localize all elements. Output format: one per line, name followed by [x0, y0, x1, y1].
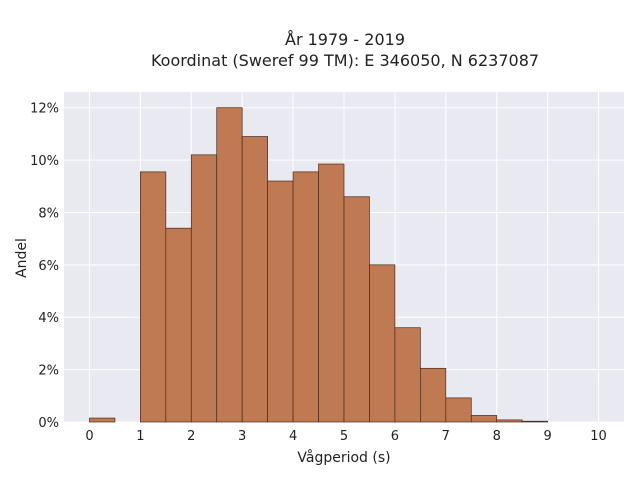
- y-tick-label: 8%: [38, 206, 59, 221]
- x-tick-label: 7: [442, 429, 450, 444]
- histogram-bar: [369, 264, 396, 423]
- x-tick-label: 0: [85, 429, 93, 444]
- y-tick-label: 10%: [30, 154, 59, 169]
- histogram-bar: [420, 367, 447, 423]
- y-axis-label: Andel: [14, 238, 30, 278]
- histogram-bar: [496, 419, 523, 423]
- y-tick-label: 6%: [38, 259, 59, 274]
- histogram-bar: [165, 227, 192, 423]
- chart-title-line2: Koordinat (Sweref 99 TM): E 346050, N 62…: [151, 51, 539, 70]
- x-tick-label: 8: [493, 429, 501, 444]
- x-tick-label: 1: [136, 429, 144, 444]
- x-tick-label: 2: [187, 429, 195, 444]
- bars: [89, 107, 548, 423]
- y-tick-label: 0%: [38, 416, 59, 431]
- y-tick-labels: 0% 2% 4% 6% 8% 10% 12%: [30, 102, 59, 431]
- histogram-bar: [394, 327, 421, 423]
- histogram-bar: [470, 415, 498, 423]
- histogram-bar: [216, 107, 243, 423]
- chart-title-line1: År 1979 - 2019: [285, 30, 405, 49]
- x-tick-label: 4: [289, 429, 297, 444]
- histogram-bar: [343, 196, 370, 423]
- x-tick-label: 9: [543, 429, 551, 444]
- y-tick-label: 2%: [38, 364, 59, 379]
- x-tick-label: 3: [238, 429, 246, 444]
- x-axis-label: Vågperiod (s): [297, 449, 390, 466]
- histogram-bar: [190, 154, 218, 423]
- histogram-bar: [292, 171, 319, 423]
- y-tick-label: 12%: [30, 102, 59, 117]
- histogram-bar: [318, 163, 345, 423]
- histogram-bar: [140, 171, 167, 423]
- x-tick-labels: 0 1 2 3 4 5 6 7 8 9 10: [85, 429, 607, 444]
- x-tick-label: 10: [590, 429, 607, 444]
- histogram-bar: [241, 136, 268, 423]
- histogram-bar: [267, 180, 294, 423]
- x-tick-label: 5: [340, 429, 348, 444]
- y-tick-label: 4%: [38, 311, 59, 326]
- histogram-bar: [89, 417, 116, 423]
- x-tick-label: 6: [391, 429, 399, 444]
- histogram-bar: [445, 397, 472, 423]
- histogram-bar: [521, 420, 548, 423]
